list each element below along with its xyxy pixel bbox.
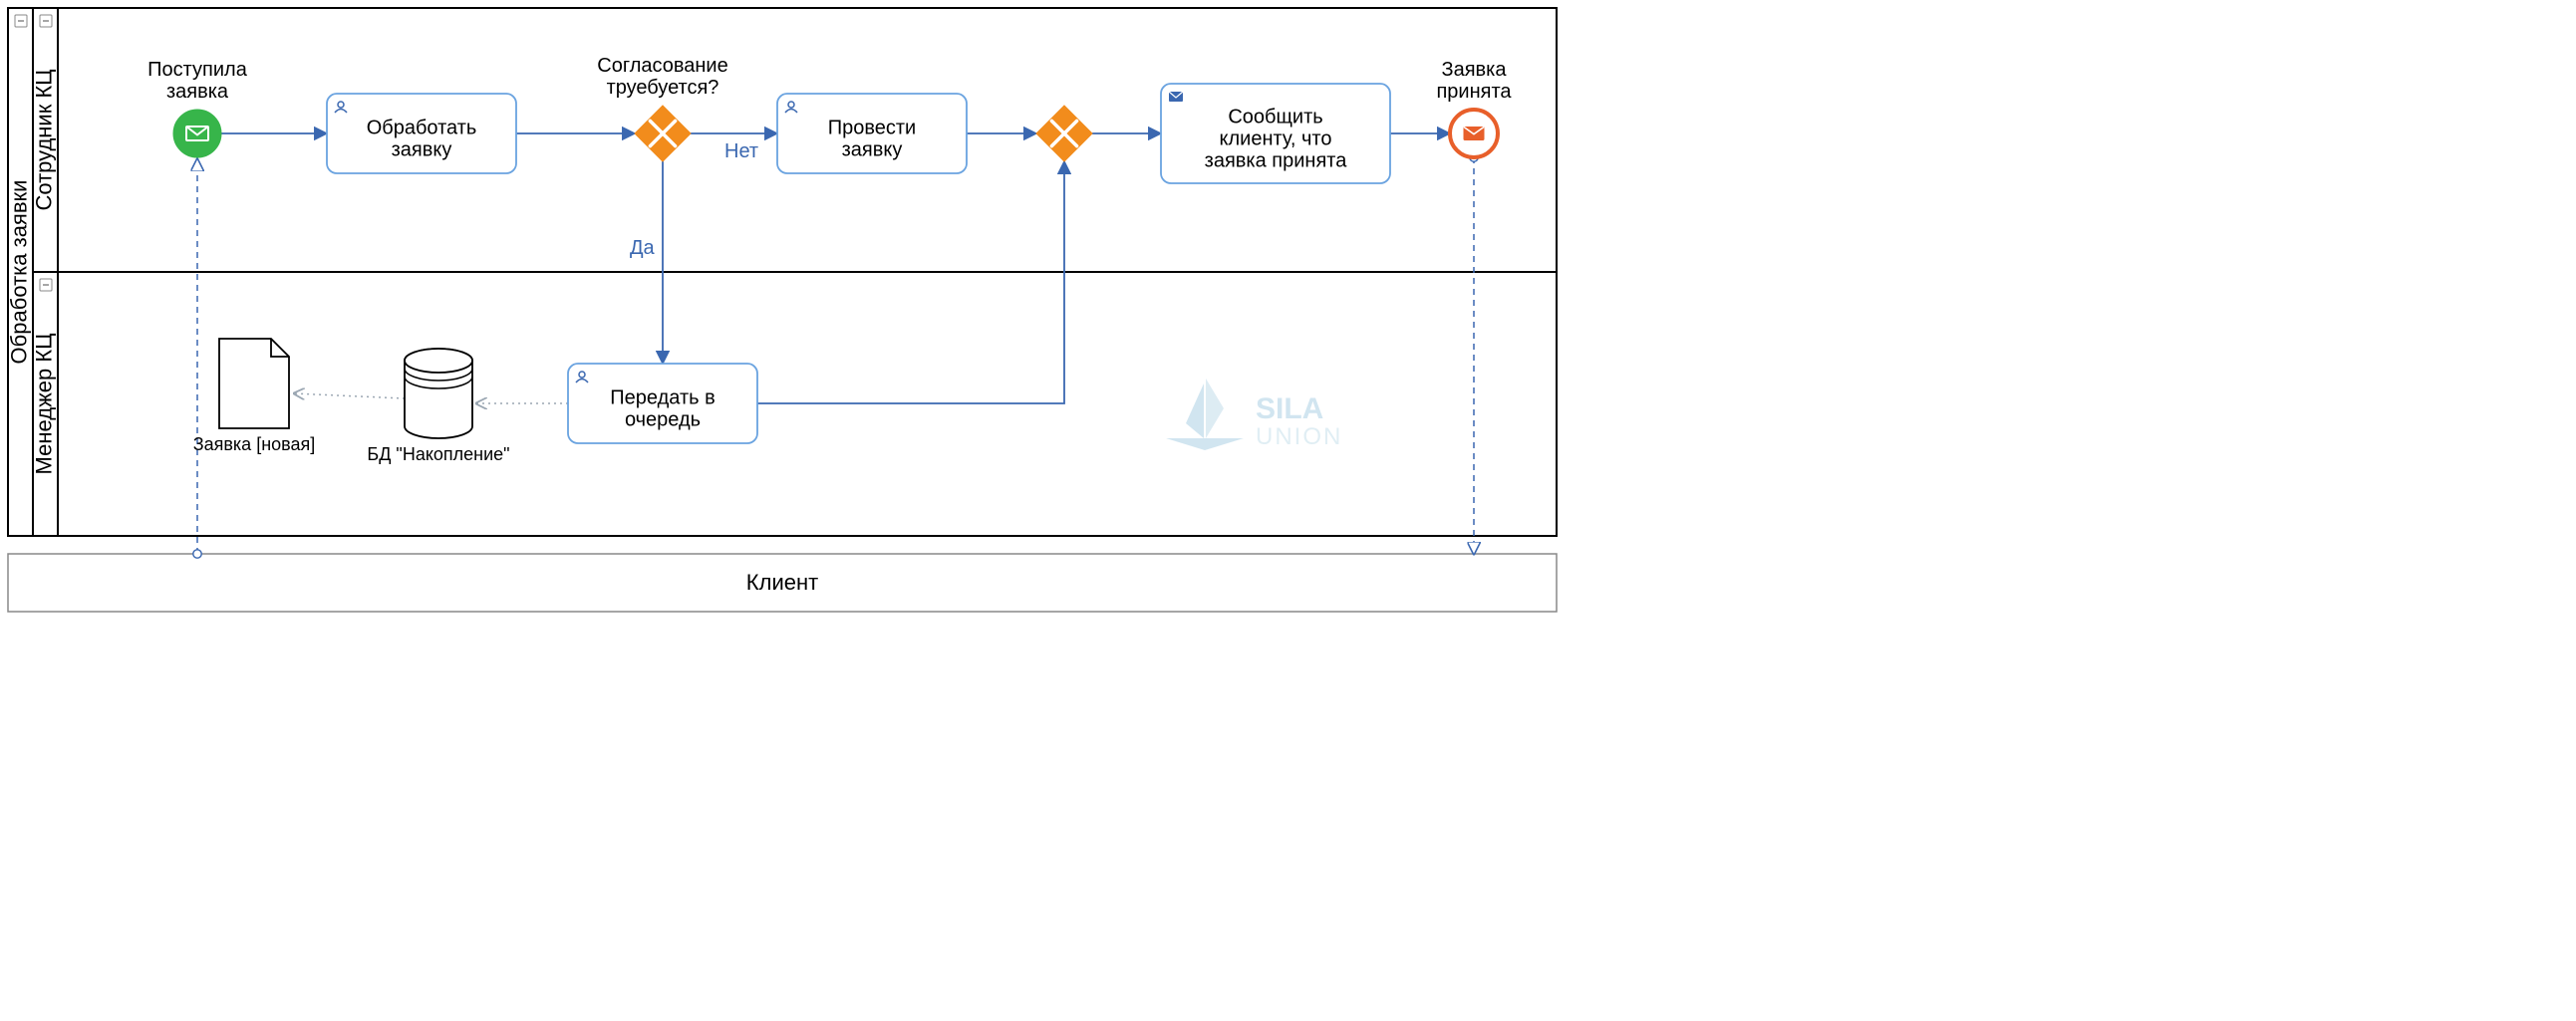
task-label: Сообщить (1228, 106, 1322, 128)
end-event-label: принята (1436, 81, 1512, 103)
start-event-label: заявка (166, 81, 229, 103)
watermark-text: UNION (1256, 423, 1342, 450)
gateway-label: Согласование (597, 55, 727, 77)
task-label: Обработать (367, 117, 477, 138)
end-event-label: Заявка (1442, 59, 1508, 81)
end-event (1450, 110, 1498, 157)
task-label: заявку (392, 138, 452, 160)
task-label: клиенту, что (1220, 128, 1332, 149)
lane-title: Сотрудник КЦ (32, 69, 57, 210)
lane-title: Менеджер КЦ (32, 334, 57, 475)
pool-title: Обработка заявки (7, 180, 32, 365)
start-event-label: Поступила (147, 59, 248, 81)
start-event (173, 110, 221, 157)
data-object (219, 339, 289, 428)
watermark-text: SILA (1256, 392, 1323, 425)
collapse-icon[interactable] (15, 15, 27, 27)
collapse-icon[interactable] (40, 15, 52, 27)
task-label: заявка принята (1205, 149, 1348, 171)
collapse-icon[interactable] (40, 279, 52, 291)
data-store-label: БД "Накопление" (367, 444, 509, 464)
data-store (405, 349, 472, 438)
flow-condition-label: Нет (724, 140, 758, 162)
task-label: Провести (828, 117, 916, 138)
gateway-label: труебуется? (607, 77, 719, 99)
client-pool-title: Клиент (746, 570, 818, 595)
data-object-label: Заявка [новая] (193, 434, 316, 454)
task-label: очередь (625, 408, 701, 430)
flow-condition-label: Да (630, 237, 656, 259)
task-label: заявку (842, 138, 903, 160)
task-label: Передать в (610, 386, 715, 408)
envelope-icon (1169, 92, 1183, 102)
